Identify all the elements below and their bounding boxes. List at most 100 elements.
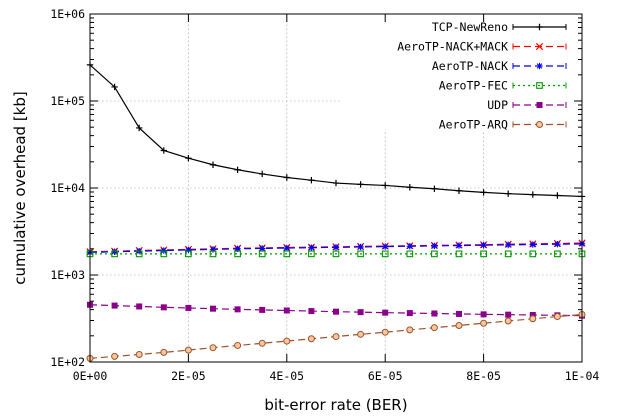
data-point: [480, 242, 487, 249]
data-point: [332, 333, 340, 341]
data-point: [111, 248, 118, 255]
data-point: [259, 306, 266, 313]
data-point: [357, 181, 364, 188]
data-point: [185, 246, 192, 254]
data-point: [209, 344, 217, 352]
data-point: [536, 82, 543, 89]
data-point: [111, 250, 118, 258]
legend: TCP-NewReno AeroTP-NACK+MACK AeroTP-NACK Ae…: [397, 20, 567, 132]
data-point: [455, 187, 463, 194]
series-group: [86, 240, 586, 256]
y-tick-label: 1E+06: [50, 7, 85, 21]
y-tick-label: 1E+05: [50, 94, 85, 108]
series-group: [86, 310, 586, 362]
legend-label: AeroTP-NACK+MACK: [397, 40, 508, 54]
data-point: [529, 191, 536, 198]
data-point: [382, 182, 389, 189]
data-point: [283, 307, 290, 314]
data-point: [455, 321, 463, 329]
data-point: [480, 189, 487, 196]
data-point: [406, 184, 413, 191]
legend-label: TCP-NewReno: [432, 20, 508, 34]
x-tick-label: 8E-05: [466, 369, 501, 383]
x-axis-title: bit-error rate (BER): [264, 396, 407, 414]
data-point: [382, 243, 389, 250]
data-point: [480, 311, 487, 318]
data-point: [357, 309, 364, 316]
data-point: [554, 240, 561, 248]
data-point: [505, 190, 512, 197]
data-point: [529, 311, 536, 318]
data-point: [381, 328, 389, 336]
data-point: [431, 185, 438, 192]
data-point: [536, 102, 543, 108]
data-point: [431, 242, 438, 250]
data-point: [135, 250, 143, 258]
data-point: [406, 326, 414, 334]
data-point: [111, 83, 118, 91]
data-point: [431, 310, 438, 317]
data-point: [504, 250, 512, 258]
data-point: [332, 244, 340, 251]
data-point: [535, 42, 544, 51]
data-point: [209, 246, 217, 253]
data-point: [184, 346, 192, 354]
data-point: [536, 62, 543, 70]
data-point: [505, 311, 512, 318]
series-group: [86, 250, 586, 258]
data-point: [209, 250, 217, 258]
data-point: [259, 245, 266, 252]
data-point: [283, 174, 290, 181]
data-point: [160, 250, 168, 258]
y-tick-label: 1E+02: [50, 355, 85, 369]
grid-layer: [90, 14, 582, 362]
data-point: [308, 250, 315, 258]
data-point: [135, 350, 143, 358]
data-point: [185, 250, 192, 258]
legend-label: UDP: [487, 98, 508, 112]
data-point: [455, 242, 463, 249]
data-point: [185, 304, 192, 311]
data-point: [456, 310, 462, 317]
data-point: [529, 250, 537, 258]
data-point: [406, 243, 413, 250]
data-point: [283, 244, 290, 252]
data-point: [536, 121, 543, 128]
data-point: [258, 339, 266, 347]
data-point: [234, 245, 241, 253]
data-point: [258, 250, 266, 258]
data-point: [307, 335, 315, 343]
data-point: [480, 250, 487, 258]
x-tick-label: 2E-05: [171, 369, 206, 383]
data-point: [554, 192, 561, 199]
data-point: [333, 308, 339, 315]
data-point: [160, 304, 167, 311]
data-point: [431, 250, 438, 258]
data-point: [357, 250, 364, 258]
series-layer: [86, 61, 586, 362]
legend-label: AeroTP-FEC: [439, 79, 508, 93]
y-tick-label: 1E+04: [50, 181, 85, 195]
data-point: [529, 241, 536, 248]
x-tick-label: 4E-05: [269, 369, 304, 383]
legend-label: AeroTP-ARQ: [439, 118, 508, 132]
data-point: [536, 23, 543, 31]
series-group: [87, 301, 585, 319]
data-point: [308, 308, 315, 315]
data-point: [332, 250, 340, 258]
data-point: [136, 124, 143, 132]
data-point: [234, 341, 242, 349]
data-point: [382, 309, 389, 316]
data-point: [554, 250, 561, 258]
data-point: [505, 241, 512, 249]
data-point: [504, 317, 512, 325]
legend-label: AeroTP-NACK: [432, 59, 508, 73]
y-tick-label: 1E+03: [50, 268, 85, 282]
data-point: [332, 179, 340, 187]
data-point: [210, 305, 216, 312]
x-tick-label: 6E-05: [368, 369, 403, 383]
data-point: [111, 302, 118, 309]
data-point: [283, 250, 291, 258]
